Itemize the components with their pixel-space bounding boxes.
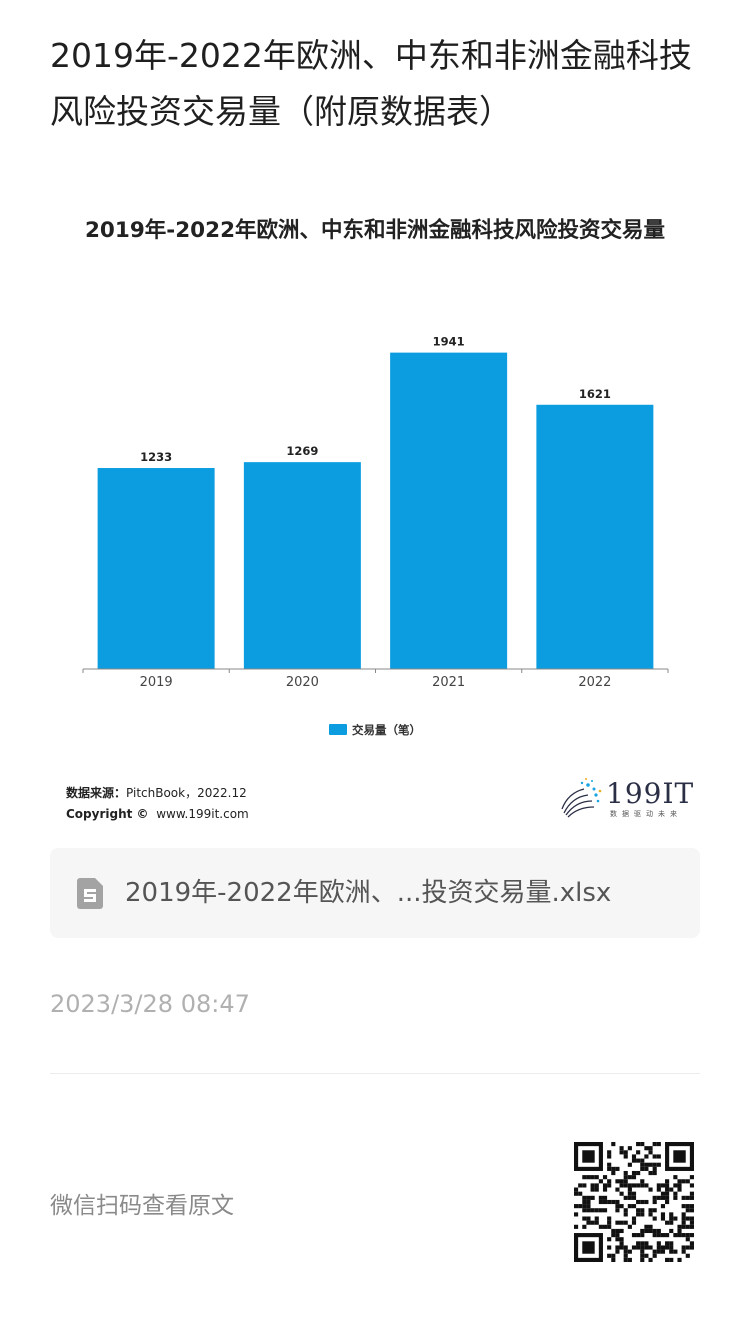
spreadsheet-file-icon [77,878,103,909]
chart-title: 2019年-2022年欧洲、中东和非洲金融科技风险投资交易量 [84,218,666,243]
legend-swatch [329,724,347,735]
bar-2022 [536,404,654,669]
copyright-label: Copyright © [66,807,149,821]
data-label-2021: 1941 [433,335,465,349]
attachment-file-name[interactable]: 2019年-2022年欧洲、...投资交易量.xlsx [125,878,612,908]
divider [50,1073,700,1074]
publish-timestamp: 2023/3/28 08:47 [50,990,250,1018]
legend-label: 交易量（笔） [352,723,421,737]
bar-2021 [390,352,508,669]
brand-logo: 199IT 数据驱动未来 [558,777,693,825]
data-label-2019: 1233 [140,450,172,464]
chart-figure: 1233 2019 1269 2020 1941 2021 1621 2022 交易量（笔） 2… [50,195,700,835]
source-block: 数据来源：PitchBook，2022.12 Copyright © www.1… [66,783,249,825]
data-label-2020: 1269 [286,444,318,458]
bar-2019 [97,468,215,669]
x-tick-label-2020: 2020 [286,675,319,690]
logo-tagline: 数据驱动未来 [610,810,682,818]
bar-2020 [243,462,361,669]
source-value: PitchBook，2022.12 [126,786,247,800]
article-title: 2019年-2022年欧洲、中东和非洲金融科技风险投资交易量（附原数据表） [50,36,692,131]
x-tick-label-2019: 2019 [140,675,173,690]
x-tick-label-2021: 2021 [432,675,465,690]
copyright-value: www.199it.com [156,807,249,821]
x-tick-label-2022: 2022 [578,675,611,690]
logo-text: 199IT [606,777,695,810]
qr-hint-text: 微信扫码查看原文 [50,1193,234,1219]
qr-code-icon[interactable] [574,1142,694,1262]
bar-chart: 1233 2019 1269 2020 1941 2021 1621 2022 交易量（笔） [82,335,669,737]
source-label: 数据来源： [66,786,127,800]
attachment-card[interactable]: 2019年-2022年欧洲、...投资交易量.xlsx [50,848,700,938]
data-label-2022: 1621 [579,387,611,401]
logo-mark-icon [561,778,602,818]
